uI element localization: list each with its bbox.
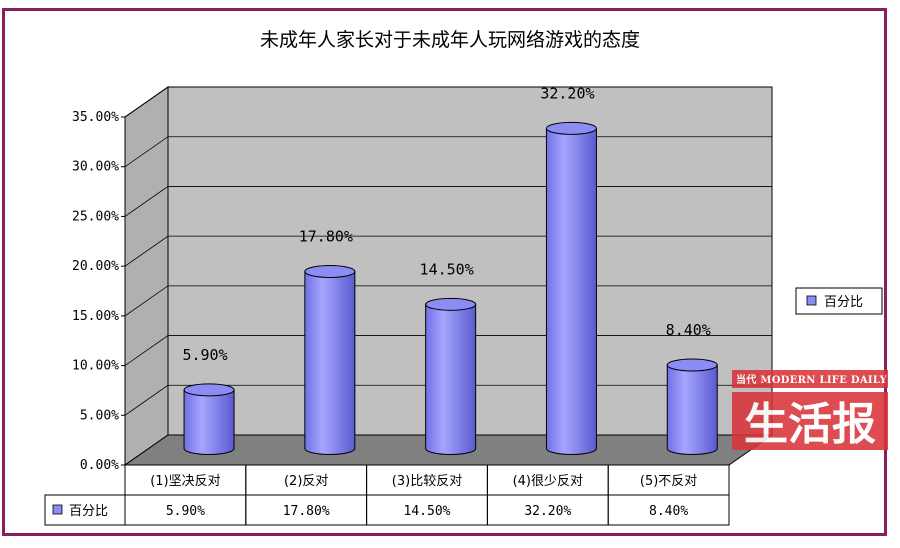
bar (183, 383, 235, 455)
bar (545, 121, 597, 455)
y-tick-label: 35.00% (72, 110, 119, 125)
y-tick-label: 25.00% (72, 209, 119, 224)
watermark-subtitle: 当代 MODERN LIFE DAILY (736, 373, 888, 386)
table-value: 5.90% (166, 504, 205, 519)
data-label: 32.20% (540, 84, 594, 102)
watermark-block (732, 392, 888, 450)
data-label: 5.90% (182, 346, 227, 364)
x-category-label: (3)比较反对 (392, 474, 462, 489)
x-category-label: (4)很少反对 (513, 474, 583, 489)
table-value: 32.20% (524, 504, 571, 519)
bar-top (545, 121, 597, 135)
chart-border (2, 8, 887, 536)
y-tick-label: 5.00% (80, 408, 119, 423)
bar-body (666, 364, 718, 455)
table-value: 8.40% (649, 504, 688, 519)
data-label: 17.80% (299, 228, 353, 246)
y-tick-label: 30.00% (72, 160, 119, 175)
table-legend-swatch (52, 504, 63, 515)
table-value: 14.50% (404, 504, 451, 519)
bar-body (545, 127, 597, 455)
data-label: 8.40% (666, 321, 711, 339)
watermark-name: 生活报 (744, 399, 876, 450)
x-category-label: (5)不反对 (640, 474, 697, 489)
bar-top (304, 265, 356, 279)
bar (304, 265, 356, 455)
bar (666, 358, 718, 455)
x-category-label: (1)坚决反对 (150, 474, 220, 489)
y-tick-label: 20.00% (72, 259, 119, 274)
bar-body (425, 303, 477, 455)
y-tick-label: 10.00% (72, 359, 119, 374)
chart-title: 未成年人家长对于未成年人玩网络游戏的态度 (260, 29, 640, 51)
table-value: 17.80% (283, 504, 330, 519)
watermark-band (732, 370, 888, 388)
bar (425, 297, 477, 455)
bar-body (304, 271, 356, 455)
table-cell (607, 494, 730, 526)
side-wall (124, 86, 169, 466)
x-category-label: (2)反对 (284, 474, 328, 489)
table-series-name: 百分比 (69, 504, 108, 519)
bar-top (425, 297, 477, 311)
y-tick-label: 0.00% (80, 458, 119, 473)
bar-top (666, 358, 718, 372)
legend-label: 百分比 (824, 295, 863, 310)
bar-body (183, 389, 235, 455)
data-label: 14.50% (420, 260, 474, 278)
legend-swatch (806, 295, 817, 306)
watermark-logo: 当代 MODERN LIFE DAILY 生活报 (732, 370, 888, 450)
bar-top (183, 383, 235, 397)
y-tick-label: 15.00% (72, 309, 119, 324)
gridline (124, 86, 772, 118)
